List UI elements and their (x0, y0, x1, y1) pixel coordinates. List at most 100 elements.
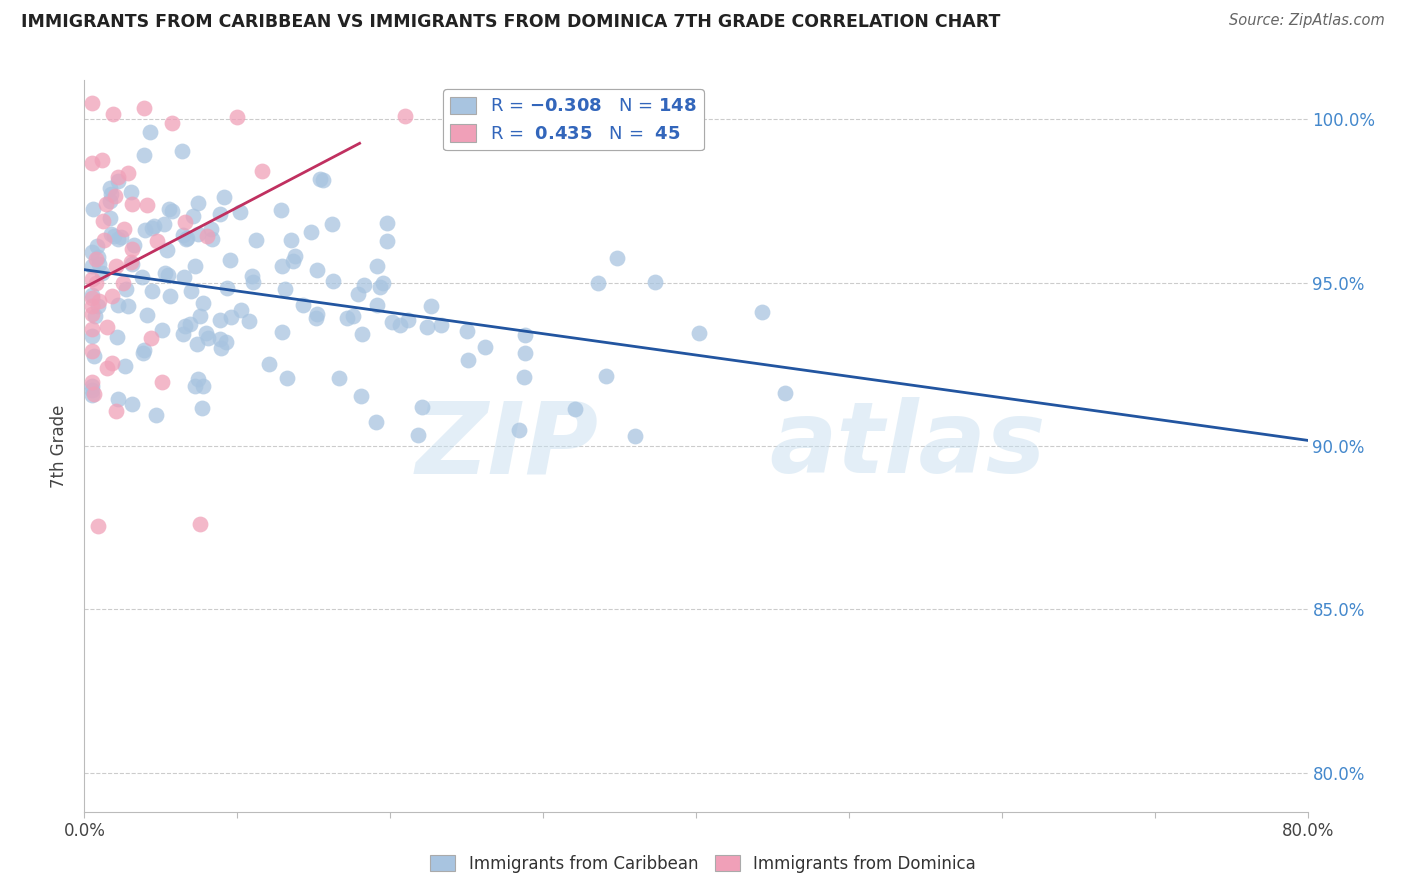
Point (411, 400, 433, 414)
Point (350, 389, 373, 403)
Point (101, 107, 124, 121)
Point (371, 276, 394, 290)
Point (135, 308, 157, 322)
Point (389, 318, 412, 332)
Y-axis label: 7th Grade: 7th Grade (51, 404, 69, 488)
Point (132, 343, 155, 358)
Point (100, 227, 122, 241)
Point (80, 244, 103, 259)
Point (457, 353, 479, 368)
Point (141, 285, 163, 299)
Point (132, 148, 155, 162)
Legend: R = $\mathbf{-0.308}$   N = $\mathbf{148}$, R =  $\mathbf{0.435}$   N =  $\mathb: R = $\mathbf{-0.308}$ N = $\mathbf{148}$… (443, 89, 704, 151)
Point (80, 96, 103, 111)
Point (80, 322, 103, 336)
Point (515, 346, 537, 360)
Point (121, 397, 143, 411)
Point (366, 259, 388, 273)
Point (141, 331, 163, 345)
Point (281, 254, 304, 268)
Point (375, 235, 398, 249)
Point (100, 180, 122, 194)
Point (322, 275, 344, 289)
Point (139, 125, 162, 139)
Point (195, 229, 218, 244)
Point (188, 309, 211, 323)
Point (270, 259, 292, 273)
Point (80, 343, 103, 358)
Point (134, 223, 156, 237)
Point (94, 197, 117, 211)
Point (155, 266, 177, 280)
Point (80, 291, 103, 305)
Point (513, 369, 536, 384)
Legend: Immigrants from Caribbean, Immigrants from Dominica: Immigrants from Caribbean, Immigrants fr… (423, 848, 983, 880)
Point (173, 269, 195, 284)
Point (103, 228, 125, 243)
Point (120, 186, 142, 200)
Point (219, 252, 242, 267)
Point (96, 360, 118, 375)
Point (215, 335, 238, 350)
Point (184, 259, 207, 273)
Point (209, 332, 232, 346)
Point (146, 235, 169, 249)
Point (187, 195, 209, 210)
Point (394, 109, 416, 123)
Point (250, 163, 273, 178)
Point (299, 225, 322, 239)
Point (107, 232, 129, 246)
Point (172, 144, 194, 158)
Point (188, 517, 211, 532)
Point (406, 428, 429, 442)
Point (107, 392, 129, 407)
Point (91, 266, 114, 280)
Point (136, 198, 159, 212)
Point (117, 299, 139, 313)
Point (176, 232, 198, 246)
Point (82, 202, 104, 217)
Point (131, 270, 153, 285)
Point (623, 428, 645, 442)
Text: atlas: atlas (769, 398, 1046, 494)
Point (114, 359, 136, 373)
Point (229, 205, 252, 219)
Point (80, 288, 103, 302)
Point (96, 320, 118, 334)
Point (83, 349, 105, 363)
Point (153, 217, 176, 231)
Point (156, 268, 179, 282)
Point (751, 305, 773, 319)
Point (91, 214, 114, 228)
Point (396, 312, 419, 326)
Point (307, 262, 329, 277)
Point (121, 257, 143, 271)
Point (321, 217, 343, 231)
Point (174, 319, 197, 334)
Point (132, 101, 155, 115)
Point (586, 277, 609, 291)
Point (142, 219, 165, 234)
Point (197, 331, 219, 345)
Point (270, 325, 292, 339)
Point (150, 323, 173, 337)
Point (112, 222, 135, 236)
Point (508, 423, 530, 437)
Point (83, 309, 105, 323)
Text: IMMIGRANTS FROM CARIBBEAN VS IMMIGRANTS FROM DOMINICA 7TH GRADE CORRELATION CHAR: IMMIGRANTS FROM CARIBBEAN VS IMMIGRANTS … (21, 13, 1001, 31)
Point (242, 269, 264, 284)
Point (179, 317, 201, 331)
Point (100, 186, 122, 201)
Point (172, 326, 194, 341)
Point (157, 202, 180, 217)
Point (174, 215, 197, 229)
Point (276, 371, 298, 385)
Point (98, 194, 121, 208)
Point (86, 239, 108, 253)
Point (105, 330, 128, 344)
Point (309, 171, 332, 186)
Point (160, 115, 183, 129)
Point (87, 518, 110, 533)
Point (419, 300, 441, 314)
Point (80, 260, 103, 274)
